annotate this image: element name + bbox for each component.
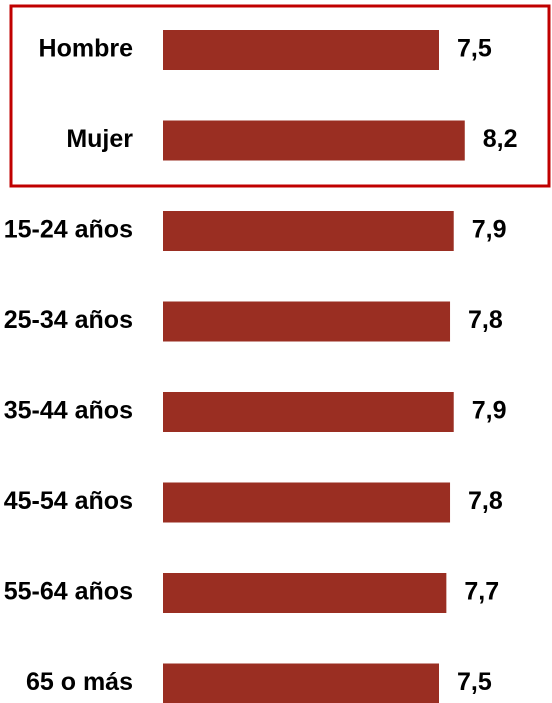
bar [163,120,465,161]
value-label: 7,8 [468,306,503,334]
value-label: 8,2 [483,125,518,153]
category-label: 45-54 años [4,487,133,515]
bar [163,663,439,703]
value-label: 7,7 [464,578,499,606]
value-label: 7,8 [468,487,503,515]
category-label: 15-24 años [4,216,133,244]
bar [163,301,451,342]
category-label: 35-44 años [4,397,133,425]
bar [163,573,447,613]
category-label: 65 o más [26,668,133,696]
category-label: 55-64 años [4,578,133,606]
bar [163,392,454,432]
category-label: Hombre [39,35,134,63]
bar [163,211,454,251]
value-label: 7,5 [457,35,492,63]
category-label: Mujer [66,125,133,153]
category-label: 25-34 años [4,306,133,334]
value-label: 7,9 [472,397,507,425]
bar [163,482,451,523]
bar [163,30,439,70]
highlight-box [9,4,551,188]
value-label: 7,9 [472,216,507,244]
value-label: 7,5 [457,668,492,696]
